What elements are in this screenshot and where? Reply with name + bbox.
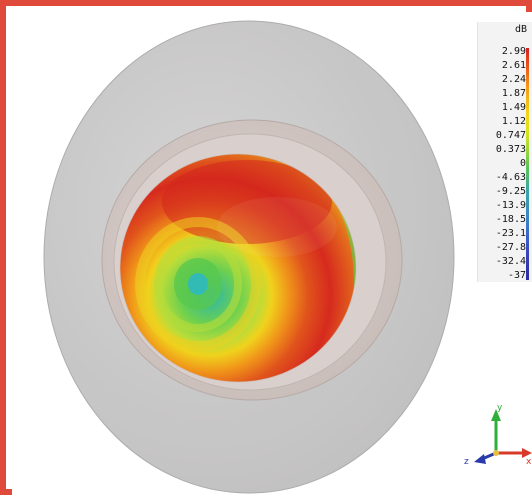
axis-label-z: z — [464, 457, 469, 467]
colorbar-label: 2.99 — [501, 46, 526, 57]
colorbar-label: 0 — [519, 158, 526, 169]
colorbar-label: 2.24 — [501, 74, 526, 85]
axis-triad: y z x — [464, 397, 532, 477]
colorbar-unit: dB — [514, 24, 527, 35]
colorbar-label: 0.747 — [495, 130, 526, 141]
3d-viewport[interactable]: dB 2.99 2.61 2.24 1.87 1.49 1.12 0.747 0… — [12, 12, 532, 495]
axis-label-x: x — [526, 457, 532, 467]
colorbar-label: 1.49 — [501, 102, 526, 113]
colorbar-label: -18.5 — [495, 214, 526, 225]
colorbar-label: -9.25 — [495, 186, 526, 197]
colorbar-label: -23.1 — [495, 228, 526, 239]
colorbar-label: 1.87 — [501, 88, 526, 99]
colorbar-label: -32.4 — [495, 256, 526, 267]
radiation-lobe — [120, 154, 356, 382]
colorbar-legend: dB 2.99 2.61 2.24 1.87 1.49 1.12 0.747 0… — [477, 22, 532, 282]
colorbar-labels: 2.99 2.61 2.24 1.87 1.49 1.12 0.747 0.37… — [478, 40, 526, 290]
colorbar-label: -37 — [507, 270, 526, 281]
far-field-pattern-scene — [43, 20, 455, 494]
axis-label-y: y — [497, 403, 503, 413]
colorbar-label: -13.9 — [495, 200, 526, 211]
colorbar-label: 0.373 — [495, 144, 526, 155]
axis-triad-graphic — [474, 409, 532, 464]
colorbar-label: -27.8 — [495, 242, 526, 253]
colorbar-label: -4.63 — [495, 172, 526, 183]
colorbar-label: 1.12 — [501, 116, 526, 127]
colorbar-gradient — [526, 48, 529, 280]
colorbar-label: 2.61 — [501, 60, 526, 71]
